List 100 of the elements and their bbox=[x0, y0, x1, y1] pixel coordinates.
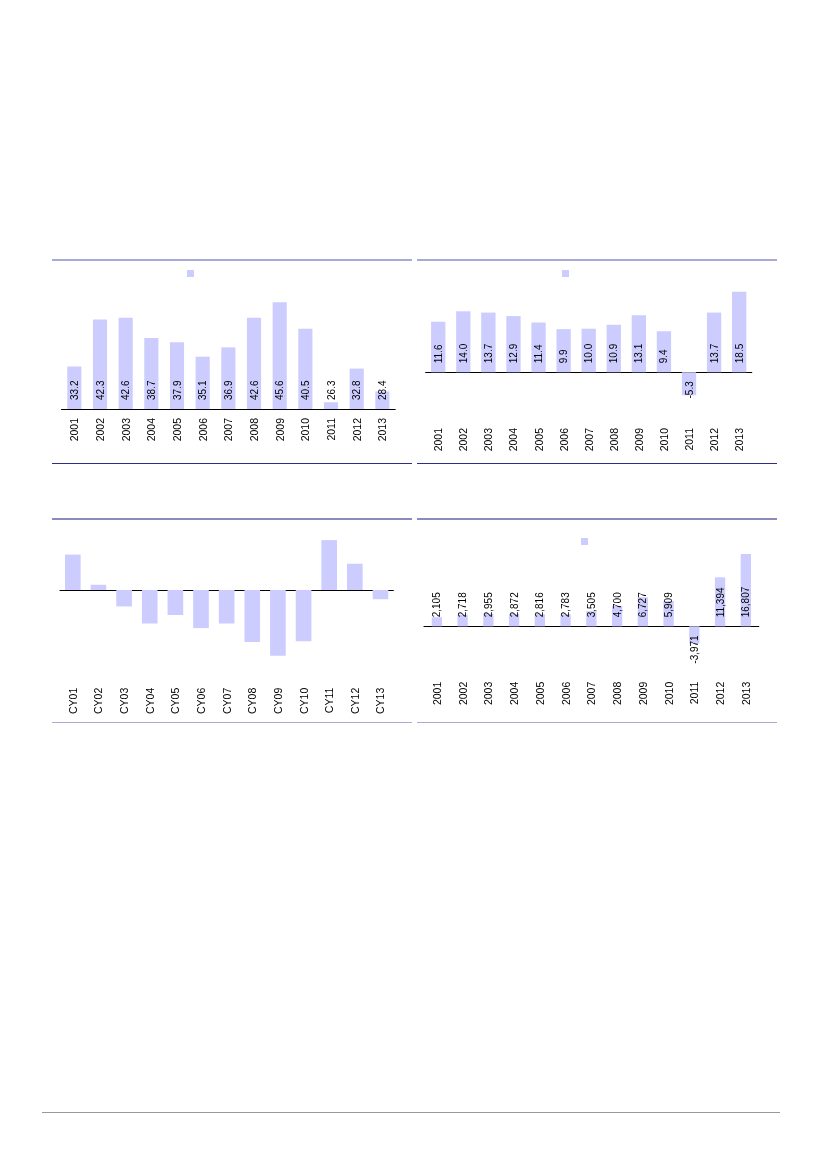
x-tick-label: CY07 bbox=[220, 687, 233, 714]
x-tick-label: 2013 bbox=[733, 427, 746, 452]
data-label: 32.8 bbox=[351, 380, 363, 400]
bar bbox=[372, 590, 389, 600]
x-tick-label: 2011 bbox=[325, 417, 338, 441]
data-label: -3,971 bbox=[688, 634, 700, 664]
data-label: 2,872 bbox=[508, 591, 520, 618]
data-label: 11.6 bbox=[432, 344, 444, 364]
x-tick-label: 2004 bbox=[508, 681, 521, 706]
x-tick-label: CY02 bbox=[92, 687, 105, 714]
data-label: 2,718 bbox=[457, 591, 469, 618]
x-tick-label: 2010 bbox=[299, 417, 312, 442]
x-tick-label: 2008 bbox=[248, 417, 261, 442]
bar bbox=[141, 590, 158, 624]
bar bbox=[347, 563, 363, 591]
x-tick-label: 2009 bbox=[632, 427, 645, 452]
data-label: 33.2 bbox=[68, 380, 80, 400]
data-label: 9.9 bbox=[558, 348, 570, 364]
x-tick-label: 2003 bbox=[119, 417, 132, 442]
bar bbox=[218, 590, 235, 624]
x-tick-label: 2012 bbox=[350, 417, 363, 442]
bar bbox=[116, 590, 132, 607]
bar bbox=[506, 316, 521, 373]
data-label: 11,394 bbox=[714, 587, 726, 618]
x-tick-label: 2009 bbox=[273, 417, 286, 442]
x-tick-label: 2009 bbox=[636, 681, 649, 706]
x-tick-label: 2013 bbox=[376, 417, 389, 442]
x-tick-label: 2007 bbox=[585, 681, 598, 706]
data-label: 4,700 bbox=[611, 591, 623, 618]
x-tick-label: CY11 bbox=[323, 687, 336, 714]
data-label: 13.1 bbox=[633, 343, 645, 364]
x-tick-label: 2004 bbox=[507, 427, 520, 452]
x-tick-label: 2003 bbox=[482, 681, 495, 706]
x-tick-label: CY01 bbox=[66, 687, 79, 714]
x-tick-label: 2013 bbox=[739, 681, 752, 706]
data-label: 2,816 bbox=[534, 591, 546, 618]
x-tick-label: 2005 bbox=[171, 417, 184, 442]
x-tick-label: 2010 bbox=[657, 427, 670, 452]
data-label: 42.3 bbox=[94, 380, 106, 400]
data-label: 13.7 bbox=[482, 343, 494, 364]
data-label: 10.9 bbox=[608, 343, 620, 364]
data-label: 2,955 bbox=[482, 591, 494, 618]
data-label: 42.6 bbox=[120, 380, 132, 400]
x-tick-label: 2001 bbox=[68, 417, 81, 442]
data-label: -5.3 bbox=[683, 380, 695, 399]
x-tick-label: 2004 bbox=[145, 417, 158, 442]
data-label: 38.7 bbox=[145, 380, 157, 400]
x-tick-label: 2002 bbox=[457, 427, 470, 452]
x-tick-label: CY03 bbox=[118, 687, 131, 714]
data-label: 12.9 bbox=[507, 343, 519, 364]
data-label: 2,105 bbox=[431, 591, 443, 618]
data-label: 5,909 bbox=[663, 591, 675, 618]
x-tick-label: 2005 bbox=[533, 681, 546, 706]
x-tick-label: 2007 bbox=[222, 417, 235, 442]
x-tick-label: 2002 bbox=[456, 681, 469, 706]
x-tick-label: 2007 bbox=[582, 427, 595, 452]
bar bbox=[90, 584, 107, 591]
bar bbox=[244, 590, 261, 642]
x-tick-label: 2008 bbox=[611, 681, 624, 706]
data-label: 3,505 bbox=[585, 591, 597, 618]
data-label: 18.5 bbox=[733, 343, 745, 364]
x-tick-label: CY10 bbox=[297, 687, 310, 714]
data-label: 42.6 bbox=[248, 380, 260, 400]
data-label: 2,783 bbox=[560, 591, 572, 618]
data-label: 14.0 bbox=[457, 343, 469, 364]
data-label: 26.3 bbox=[325, 380, 337, 400]
data-label: 35.1 bbox=[197, 380, 209, 400]
x-tick-label: CY04 bbox=[143, 687, 156, 714]
x-tick-label: 2001 bbox=[432, 427, 445, 452]
bar bbox=[531, 322, 546, 373]
x-tick-label: CY12 bbox=[348, 687, 361, 714]
data-label: 40.5 bbox=[299, 380, 311, 400]
bar bbox=[321, 540, 338, 591]
data-label: 13.7 bbox=[708, 343, 720, 364]
x-tick-label: 2011 bbox=[683, 427, 696, 451]
data-label: 9.4 bbox=[658, 348, 670, 364]
x-tick-label: 2005 bbox=[532, 427, 545, 452]
data-label: 37.9 bbox=[171, 380, 183, 400]
bar bbox=[270, 590, 286, 656]
bar bbox=[65, 554, 81, 591]
x-tick-label: 2008 bbox=[607, 427, 620, 452]
data-label: 36.9 bbox=[222, 380, 234, 400]
x-tick-label: 2006 bbox=[559, 681, 572, 706]
x-tick-label: CY08 bbox=[246, 687, 259, 714]
x-tick-label: 2011 bbox=[688, 681, 701, 705]
x-tick-label: 2002 bbox=[94, 417, 106, 442]
bar bbox=[295, 590, 312, 642]
bar bbox=[431, 617, 443, 627]
x-tick-label: 2010 bbox=[662, 681, 675, 706]
data-label: 16,807 bbox=[740, 586, 752, 618]
x-tick-label: 2006 bbox=[557, 427, 570, 452]
x-tick-label: CY13 bbox=[374, 687, 387, 714]
data-label: 28.4 bbox=[376, 380, 388, 400]
x-tick-label: 2001 bbox=[430, 681, 443, 706]
data-label: 11.4 bbox=[533, 344, 545, 364]
x-tick-label: CY09 bbox=[271, 687, 284, 714]
data-label: 6,727 bbox=[637, 591, 649, 618]
x-tick-label: CY06 bbox=[195, 687, 208, 714]
bar bbox=[193, 590, 209, 629]
x-tick-label: 2006 bbox=[196, 417, 209, 442]
